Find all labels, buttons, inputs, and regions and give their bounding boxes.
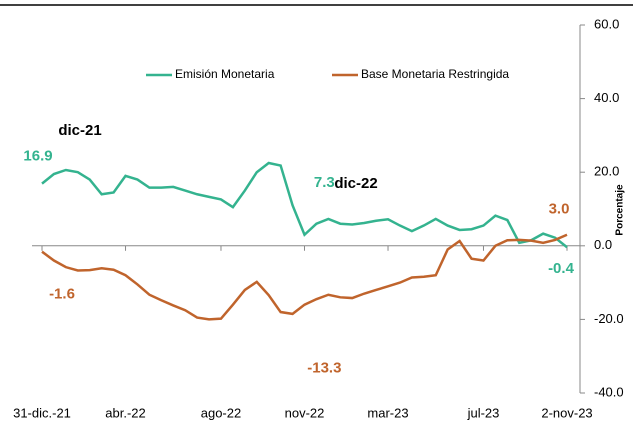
y-tick-label: 0.0 <box>594 237 612 252</box>
legend-label: Emisión Monetaria <box>175 67 275 81</box>
x-tick-label: nov-22 <box>285 405 325 420</box>
x-tick-label: ago-22 <box>201 405 241 420</box>
y-tick-label: -40.0 <box>594 384 624 399</box>
x-tick-label: abr.-22 <box>105 405 145 420</box>
data-label: 3.0 <box>549 201 570 218</box>
x-tick-label: 2-nov-23 <box>541 405 592 420</box>
data-label: -0.4 <box>548 260 575 277</box>
y-tick-label: -20.0 <box>594 311 624 326</box>
data-label: 16.9 <box>23 148 52 165</box>
annotation: dic-21 <box>58 122 101 139</box>
y-axis-label: Porcentaje <box>615 184 626 236</box>
annotation: dic-22 <box>334 175 377 192</box>
x-tick-label: mar-23 <box>367 405 408 420</box>
y-tick-label: 60.0 <box>594 16 619 31</box>
legend-label: Base Monetaria Restringida <box>361 67 509 81</box>
y-tick-label: 40.0 <box>594 90 619 105</box>
series-line <box>41 233 568 321</box>
y-tick-label: 20.0 <box>594 164 619 179</box>
data-label: 7.3 <box>314 174 335 191</box>
data-label: -1.6 <box>49 286 75 303</box>
x-tick-label: 31-dic.-21 <box>13 405 71 420</box>
series-line <box>41 161 568 249</box>
data-label: -13.3 <box>307 360 341 377</box>
x-tick-label: jul-23 <box>467 405 500 420</box>
